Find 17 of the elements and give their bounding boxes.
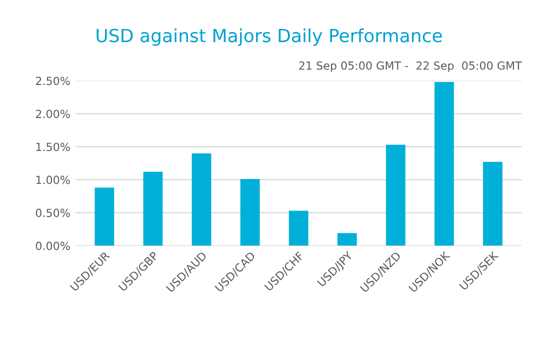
bar [143,172,163,246]
bar [94,188,114,246]
chart-subtitle: 21 Sep 05:00 GMT - 22 Sep 05:00 GMT [299,61,522,72]
bar [240,179,260,246]
y-tick-label: 1.50% [36,142,70,152]
bar [483,162,502,246]
y-tick-label: 2.50% [36,76,70,86]
bar [434,82,454,246]
bar [386,144,406,246]
y-tick-label: 0.00% [36,242,70,250]
bar [288,210,308,246]
bar [192,153,212,246]
bar [337,233,357,246]
y-tick-label: 0.50% [36,208,70,218]
chart-title: USD against Majors Daily Performance [96,28,442,46]
y-tick-label: 2.00% [36,110,70,118]
y-tick-label: 1.00% [36,176,70,184]
